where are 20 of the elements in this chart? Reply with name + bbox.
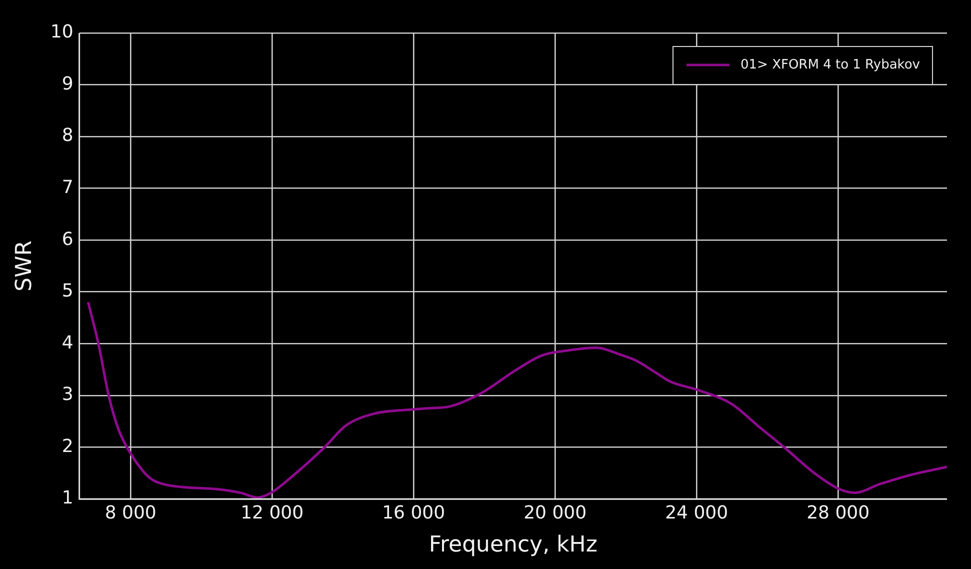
y-axis-title: SWR bbox=[12, 240, 37, 292]
x-tick-label: 20 000 bbox=[524, 502, 587, 524]
y-tick-label: 8 bbox=[62, 125, 74, 146]
x-axis-title: Frequency, kHz bbox=[428, 532, 598, 558]
y-tick-label: 1 bbox=[62, 488, 74, 509]
x-tick-label: 16 000 bbox=[382, 502, 446, 524]
x-tick-label: 8 000 bbox=[104, 502, 156, 524]
y-tick-label: 7 bbox=[62, 177, 74, 198]
y-tick-label: 5 bbox=[62, 280, 74, 302]
y-tick-label: 10 bbox=[50, 22, 74, 43]
legend-label: 01> XFORM 4 to 1 Rybakov bbox=[740, 57, 920, 72]
x-tick-label: 12 000 bbox=[240, 502, 304, 524]
y-tick-label: 2 bbox=[62, 436, 74, 457]
y-tick-label: 9 bbox=[62, 73, 74, 94]
y-tick-label: 4 bbox=[62, 332, 74, 354]
x-tick-label: 24 000 bbox=[665, 502, 728, 524]
y-tick-label: 6 bbox=[62, 228, 74, 250]
y-tick-label: 3 bbox=[62, 384, 74, 406]
line-series bbox=[86, 300, 947, 499]
x-tick-label: 28 000 bbox=[806, 502, 870, 524]
